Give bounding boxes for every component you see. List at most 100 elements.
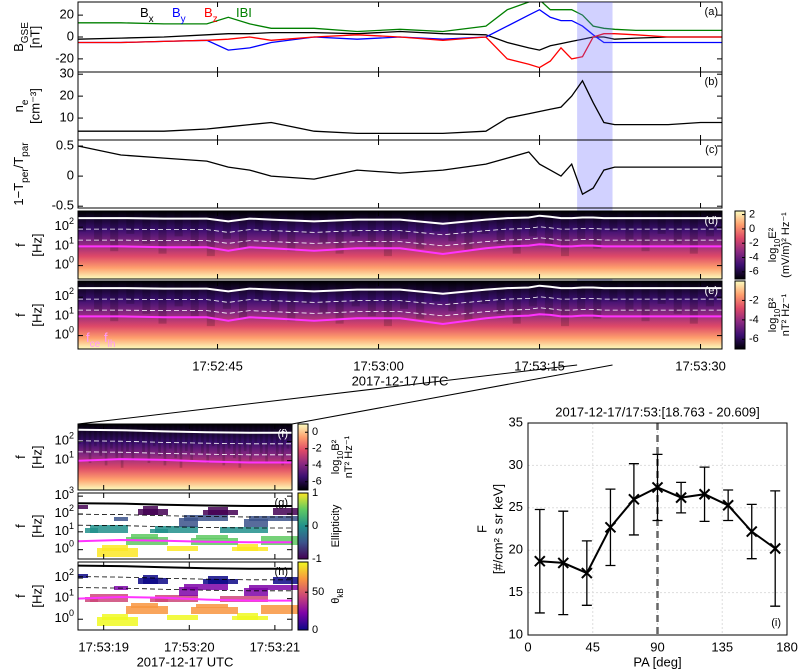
series-line [78, 428, 292, 434]
spectrogram-texture [544, 281, 553, 317]
label-part: log [767, 248, 779, 263]
colorbar-label: log10E² [767, 227, 782, 262]
x-tick-label: 0 [524, 639, 531, 654]
label-part: f [86, 330, 90, 345]
spectrogram-texture [142, 281, 151, 314]
spectrogram-texture [512, 211, 521, 254]
label-part: f [13, 455, 28, 459]
legend-entry: flh [104, 330, 115, 350]
spectrogram-texture [88, 424, 92, 463]
panel-letter: (e) [705, 285, 718, 297]
spectrogram-background [78, 281, 722, 349]
colorbar [297, 561, 309, 631]
polarization-patch [184, 515, 228, 521]
colorbar-label: log10B² [330, 439, 345, 474]
colorbar [297, 423, 309, 491]
y-tick-label: 101 [55, 306, 74, 323]
polarization-patch [167, 546, 198, 551]
plot-frame [77, 492, 293, 560]
spectrogram-texture [115, 424, 119, 459]
label-part: f [13, 594, 28, 598]
spectrogram-texture [625, 281, 634, 312]
spectrogram-texture [528, 211, 537, 237]
tick-exponent: 1 [69, 306, 74, 316]
tick-base: 10 [55, 569, 69, 584]
spectrogram-texture [528, 281, 537, 307]
spectrogram-texture [255, 281, 264, 302]
tick-exponent: 1 [69, 588, 74, 598]
polarization-patch [273, 577, 298, 584]
spectrogram-texture [239, 281, 248, 319]
spectrogram-texture [131, 424, 135, 461]
label-part: f [13, 313, 28, 317]
y-tick-label: 100 [55, 255, 74, 272]
colorbar-tick-label: -2 [749, 294, 759, 306]
tick-exponent: 0 [69, 609, 74, 619]
spectrogram-texture [249, 424, 252, 461]
series-line [78, 2, 722, 33]
colorbar-tick-label: -4 [749, 251, 759, 263]
spectrogram-texture [335, 281, 344, 324]
guide-line [78, 296, 722, 306]
tick-base: 10 [55, 289, 69, 304]
spectrogram-texture [190, 424, 194, 461]
label-part: f [13, 243, 28, 247]
spectrogram-texture [303, 211, 312, 234]
y-tick-label: 101 [55, 450, 74, 467]
spectrogram-texture [195, 424, 199, 444]
tick-base: 10 [55, 327, 69, 342]
spectrogram-texture [448, 211, 457, 242]
spectrogram-texture [78, 424, 81, 444]
x-tick-label: 17:53:20 [164, 639, 215, 654]
colorbar-unit: (mV/m)² Hz⁻¹ [780, 212, 792, 278]
polarization-patch [232, 616, 268, 620]
zoom-line [291, 364, 613, 425]
colorbar [734, 280, 746, 350]
spectrogram-texture [179, 424, 183, 468]
y-tick-label: 103 [55, 486, 74, 503]
y-tick-label: 102 [55, 431, 74, 448]
polarization-patch [167, 615, 198, 620]
plot-frame [77, 210, 723, 280]
spectrogram-texture [174, 211, 183, 237]
spectrogram-texture [217, 424, 220, 456]
spectrogram-texture [201, 424, 204, 454]
label-part: B [204, 5, 213, 20]
x-tick-label: 17:53:15 [514, 358, 565, 373]
spectrogram-texture [168, 424, 172, 449]
polarization-patch [97, 548, 138, 557]
tick-base: 10 [55, 308, 69, 323]
legend-entry: IBI [236, 5, 252, 20]
spectrogram-texture [577, 281, 586, 309]
spectrogram-texture [94, 424, 97, 447]
data-point [769, 542, 781, 555]
spectrogram-texture [464, 211, 473, 252]
spectrogram-texture [351, 281, 360, 307]
spectrogram-texture [641, 281, 650, 322]
y-axis-label: f [13, 524, 28, 528]
y-axis-unit: [cm⁻³] [27, 88, 42, 124]
x-tick-label: 17:53:21 [250, 639, 301, 654]
spectrogram-texture [190, 281, 199, 317]
polarization-patch [131, 534, 158, 539]
polarization-patch [249, 585, 298, 590]
spectrogram-texture [94, 211, 103, 242]
tick-base: 10 [55, 523, 69, 538]
panel-letter: (g) [275, 497, 288, 509]
tick-exponent: 2 [69, 217, 74, 227]
spectrogram-texture [99, 424, 103, 456]
label-part: log [767, 318, 779, 333]
spectrogram-texture [83, 424, 87, 454]
tick-exponent: 3 [69, 486, 74, 496]
polarization-patch [126, 606, 168, 614]
y-tick-label: 20 [509, 542, 523, 557]
polarization-patch [90, 525, 128, 533]
polarization-patch [273, 508, 298, 515]
series-line [78, 30, 722, 51]
spectrogram-texture [432, 211, 441, 232]
y-axis-unit: [Hz] [29, 445, 44, 468]
tick-base: 10 [55, 452, 69, 467]
colorbar-tick-label: 0 [312, 624, 318, 636]
spectrogram-texture [593, 281, 602, 319]
polarization-patch [244, 519, 268, 527]
